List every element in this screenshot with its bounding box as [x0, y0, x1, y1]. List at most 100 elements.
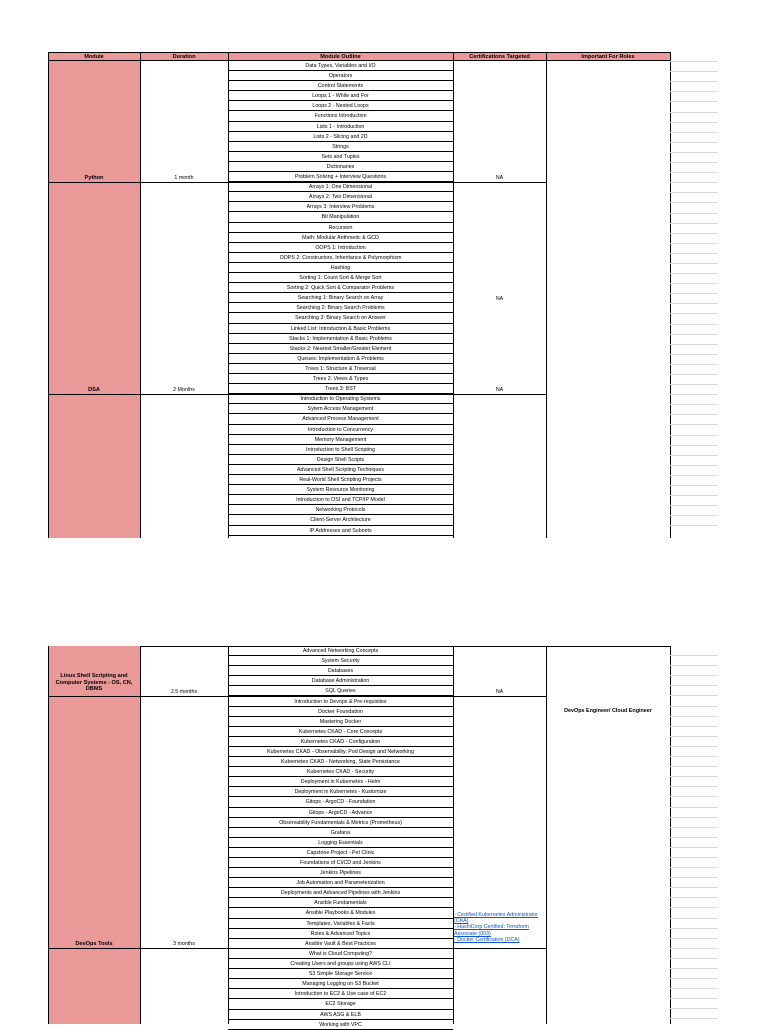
list-item: Arrays 3: Interview Problems: [228, 202, 453, 213]
duration-linux: 2.5 months: [170, 689, 198, 695]
list-item: Introduction to Concurrency: [228, 425, 453, 435]
list-item: Gitops - ArgoCD - Foundation: [228, 797, 453, 808]
list-item: Strings: [228, 142, 453, 152]
certs-dsa-mid: NA: [495, 296, 504, 302]
duration-python: 1 month: [174, 175, 194, 181]
list-item: Observability Fundamentals & Metrics (Pr…: [228, 818, 453, 828]
list-item: Kubernetes CKAD - Core Concepts: [228, 727, 453, 737]
list-item: Dictionaries: [228, 162, 453, 173]
list-item: Networking Protocols: [228, 505, 453, 516]
list-item: Introduction to Shell Scripting: [228, 445, 453, 455]
dsa-topic-list: Arrays 1: One Dimensional Arrays 2: Two …: [228, 182, 453, 395]
header-module: Module: [48, 52, 140, 61]
list-item: Linked List: Introduction & Basic Proble…: [228, 324, 453, 334]
list-item: Queues: Implementation & Problems: [228, 354, 453, 364]
list-item: EC2 Storage: [228, 999, 453, 1010]
list-item: Trees 1: Structure & Traversal: [228, 364, 453, 374]
list-item: IP Addresses and Subnets: [228, 526, 453, 536]
list-item: Advanced Shell Scripting Techniques: [228, 465, 453, 476]
list-item: Gitops - ArgoCD - Advance: [228, 808, 453, 818]
list-item: Lists 1 - Introduction: [228, 122, 453, 132]
list-item: Sytem Access Management: [228, 404, 453, 415]
list-item: OOPS 2: Constructors, Inheritance & Poly…: [228, 253, 453, 263]
duration-devops: 3 months: [173, 941, 195, 947]
list-item: Databases: [228, 666, 453, 677]
list-item: Bit Manipulation: [228, 212, 453, 223]
list-item: SQL Queries: [228, 686, 453, 697]
list-item: Kubernetes CKAD - Security: [228, 767, 453, 778]
list-item: Capstone Project - Pet Clinic: [228, 848, 453, 858]
list-item: Problem Solving + Interview Questions: [228, 172, 453, 183]
list-item: Templates, Variables & Facts: [228, 919, 453, 929]
list-item: Deployment in Kubernetes - Kustomize: [228, 787, 453, 798]
list-item: Kubernetes CKAD - Configuration: [228, 737, 453, 747]
list-item: Math: Modular Arithmetic & GCD: [228, 233, 453, 243]
list-item: Sets and Tuples: [228, 152, 453, 162]
cert-link-terraform[interactable]: - HashiCorp Certified: Terraform Associa…: [454, 924, 529, 937]
list-item: Mastering Docker: [228, 717, 453, 727]
list-item: Loops 2 - Nested Loops: [228, 101, 453, 112]
curriculum-table-page-1: Module Duration Module Outline Certifica…: [48, 52, 718, 538]
list-item: Stacks 2: Nearest Smaller/Greater Elemen…: [228, 344, 453, 354]
module-column-fill: [48, 646, 140, 1024]
roles-devops-cloud: DevOps Engineer/ Cloud Engineer: [564, 708, 652, 714]
list-item: Lists 2 - Slicing and 2D: [228, 132, 453, 142]
list-item: Operators: [228, 71, 453, 82]
list-item: Trees 3: BST: [228, 384, 453, 395]
list-item: Managing Logging on S3 Bucket: [228, 979, 453, 990]
linux-topic-list-continued: Advanced Networking Concepts System Secu…: [228, 646, 453, 697]
list-item: Advanced Process Management: [228, 414, 453, 425]
module-linux: Linux Shell Scripting and Computer Syste…: [55, 673, 133, 692]
list-item: Creating Users and groups using AWS CLI: [228, 959, 453, 970]
header-roles: Important For Roles: [546, 52, 670, 61]
empty-grid-column: [670, 646, 718, 1020]
list-item: Sorting 1: Count Sort & Merge Sort: [228, 273, 453, 284]
list-item: Functions Introduction: [228, 111, 453, 122]
cert-link-docker[interactable]: - Docker Certification (DCA): [454, 936, 520, 943]
devops-certifications: - Certified Kubernetes Administrator (CK…: [454, 912, 544, 943]
linux-topic-list: Introduction to Operating Systems Sytem …: [228, 394, 453, 536]
list-item: Stacks 1: Implementation & Basic Problem…: [228, 334, 453, 344]
empty-grid-column: [670, 52, 718, 527]
cert-link-cka[interactable]: - Certified Kubernetes Administrator (CK…: [454, 912, 538, 925]
curriculum-table-page-2: Advanced Networking Concepts System Secu…: [48, 646, 718, 1030]
list-item: System Resource Monitoring: [228, 485, 453, 496]
list-item: Introduction to EC2 & Use case of EC2: [228, 989, 453, 1000]
list-item: Deployments and Advanced Pipelines with …: [228, 888, 453, 899]
list-item: Introduction to Devops & Pre-requisites: [228, 697, 453, 707]
list-item: Searching 1: Binary Search on Array: [228, 293, 453, 304]
list-item: Docker Foundation: [228, 707, 453, 717]
list-item: S3 Simple Storage Service: [228, 969, 453, 980]
list-item: Advanced Networking Concepts: [228, 646, 453, 657]
list-item: Memory Management: [228, 435, 453, 445]
python-topic-list: Data Types, Variables and I/O Operators …: [228, 61, 453, 183]
list-item: AWS ASG & ELB: [228, 1010, 453, 1020]
list-item: Jenkins Pipelines: [228, 868, 453, 879]
list-item: Roles & Advanced Topics: [228, 929, 453, 939]
list-item: Arrays 2: Two Dimensional: [228, 192, 453, 203]
list-item: Loops 1 - While and For: [228, 91, 453, 102]
list-item: Logging Essentials: [228, 838, 453, 848]
module-column-fill: [48, 61, 140, 538]
devops-topic-list: Introduction to Devops & Pre-requisites …: [228, 697, 453, 949]
list-item: Ansible Playbooks & Modules: [228, 908, 453, 919]
list-item: Foundations of CI/CD and Jenkins: [228, 858, 453, 869]
module-devops: DevOps Tools: [75, 941, 113, 947]
list-item: Control Statements: [228, 81, 453, 92]
header-duration: Duration: [140, 52, 228, 61]
list-item: Trees 2: Views & Types: [228, 374, 453, 385]
list-item: Recursion: [228, 223, 453, 233]
list-item: Working with VPC: [228, 1020, 453, 1030]
list-item: OOPS 1: Introduction: [228, 243, 453, 253]
certs-linux: NA: [495, 689, 504, 695]
list-item: Grafana: [228, 828, 453, 838]
list-item: Sorting 2: Quick Sort & Comparator Probl…: [228, 283, 453, 294]
header-module-outline: Module Outline: [228, 52, 453, 61]
list-item: Searching 3: Binary Search on Answer: [228, 313, 453, 324]
list-item: System Security: [228, 656, 453, 667]
aws-topic-list: What is Cloud Computing? Creating Users …: [228, 949, 453, 1030]
list-item: What is Cloud Computing?: [228, 949, 453, 960]
list-item: Searching 2: Binary Search Problems: [228, 303, 453, 314]
certs-python: NA: [495, 175, 504, 181]
list-item: Kubernetes CKAD - Observability, Pod Des…: [228, 747, 453, 758]
